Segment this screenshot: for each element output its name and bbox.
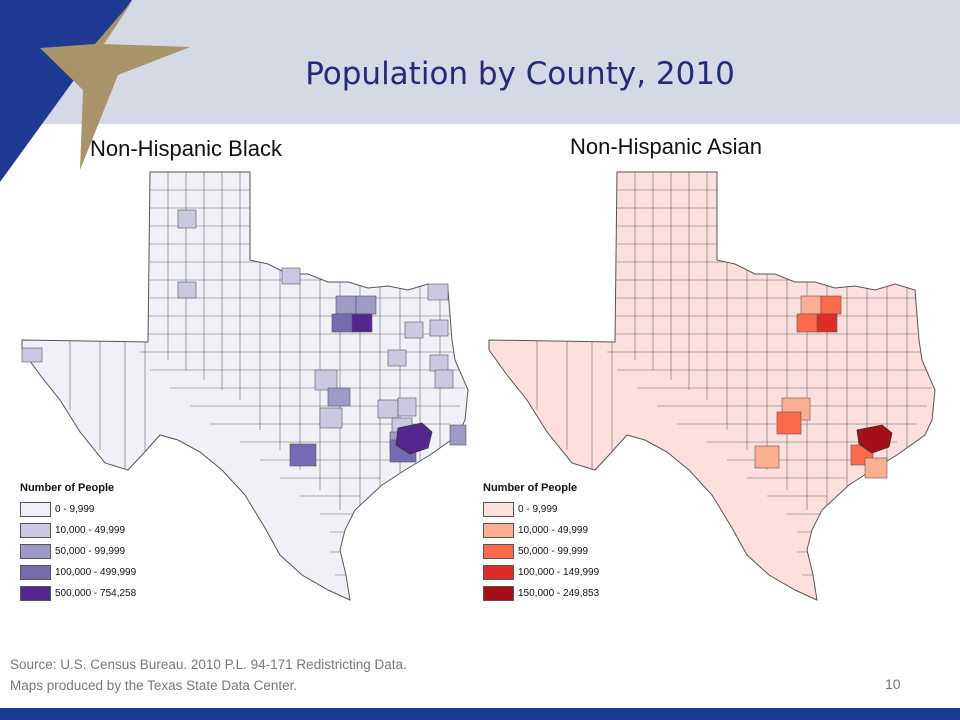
legend-label: 10,000 - 49,999 (518, 525, 589, 536)
legend-label: 500,000 - 754,258 (55, 588, 137, 599)
legend-title: Number of People (483, 482, 578, 494)
bottom-bar (0, 708, 960, 720)
source-footnote: Source: U.S. Census Bureau. 2010 P.L. 94… (10, 654, 407, 696)
legend-item: 50,000 - 99,999 (20, 541, 136, 562)
legend-swatch (483, 565, 514, 580)
legend-label: 150,000 - 249,853 (518, 588, 600, 599)
highlighted-counties (754, 295, 888, 479)
county-grid-v (536, 172, 908, 530)
footnote-credit-line: Maps produced by the Texas State Data Ce… (10, 678, 298, 693)
legend-swatch (483, 544, 514, 559)
legend-item: 0 - 9,999 (20, 499, 136, 520)
star-logo-corner (0, 0, 190, 182)
legend-label: 50,000 - 99,999 (55, 546, 126, 557)
texas-map-black (21, 171, 469, 601)
legend-label: 0 - 9,999 (518, 504, 558, 515)
legend-label: 100,000 - 499,999 (55, 567, 137, 578)
legend-swatch (483, 502, 514, 517)
page-number: 10 (885, 676, 901, 692)
legend-title: Number of People (20, 482, 115, 494)
legend-item: 10,000 - 49,999 (483, 520, 599, 541)
legend-black: Number of People 0 - 9,999 10,000 - 49,9… (20, 482, 136, 604)
legend-item: 150,000 - 249,853 (483, 583, 599, 604)
texas-outline (21, 171, 469, 601)
map-title-black: Non-Hispanic Black (90, 136, 282, 161)
legend-swatch (20, 544, 51, 559)
legend-item: 500,000 - 754,258 (20, 583, 136, 604)
legend-label: 100,000 - 149,999 (518, 567, 600, 578)
legend-item: 50,000 - 99,999 (483, 541, 599, 562)
texas-map-asian (488, 171, 936, 601)
legend-swatch (20, 565, 51, 580)
county-grid-h (110, 189, 465, 576)
legend-swatch (20, 586, 51, 601)
footnote-source-line: Source: U.S. Census Bureau. 2010 P.L. 94… (10, 657, 407, 672)
legend-swatch (20, 502, 51, 517)
legend-item: 0 - 9,999 (483, 499, 599, 520)
legend-label: 10,000 - 49,999 (55, 525, 126, 536)
legend-asian: Number of People 0 - 9,999 10,000 - 49,9… (483, 482, 599, 604)
legend-label: 50,000 - 99,999 (518, 546, 589, 557)
legend-item: 10,000 - 49,999 (20, 520, 136, 541)
harris-county (395, 422, 433, 455)
legend-item: 100,000 - 499,999 (20, 562, 136, 583)
legend-swatch (20, 523, 51, 538)
legend-item: 100,000 - 149,999 (483, 562, 599, 583)
legend-label: 0 - 9,999 (55, 504, 95, 515)
slide-title: Population by County, 2010 (305, 56, 735, 92)
header-band (0, 0, 960, 124)
legend-swatch (483, 523, 514, 538)
texas-outline (488, 171, 936, 601)
harris-county (856, 424, 893, 454)
legend-swatch (483, 586, 514, 601)
map-title-asian: Non-Hispanic Asian (570, 134, 762, 159)
